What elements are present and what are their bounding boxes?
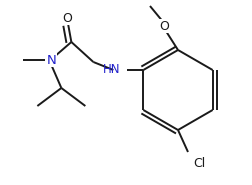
Text: N: N: [46, 53, 56, 66]
Text: O: O: [62, 11, 72, 24]
Text: Cl: Cl: [192, 157, 204, 170]
Text: O: O: [159, 19, 168, 33]
Text: HN: HN: [103, 63, 120, 75]
